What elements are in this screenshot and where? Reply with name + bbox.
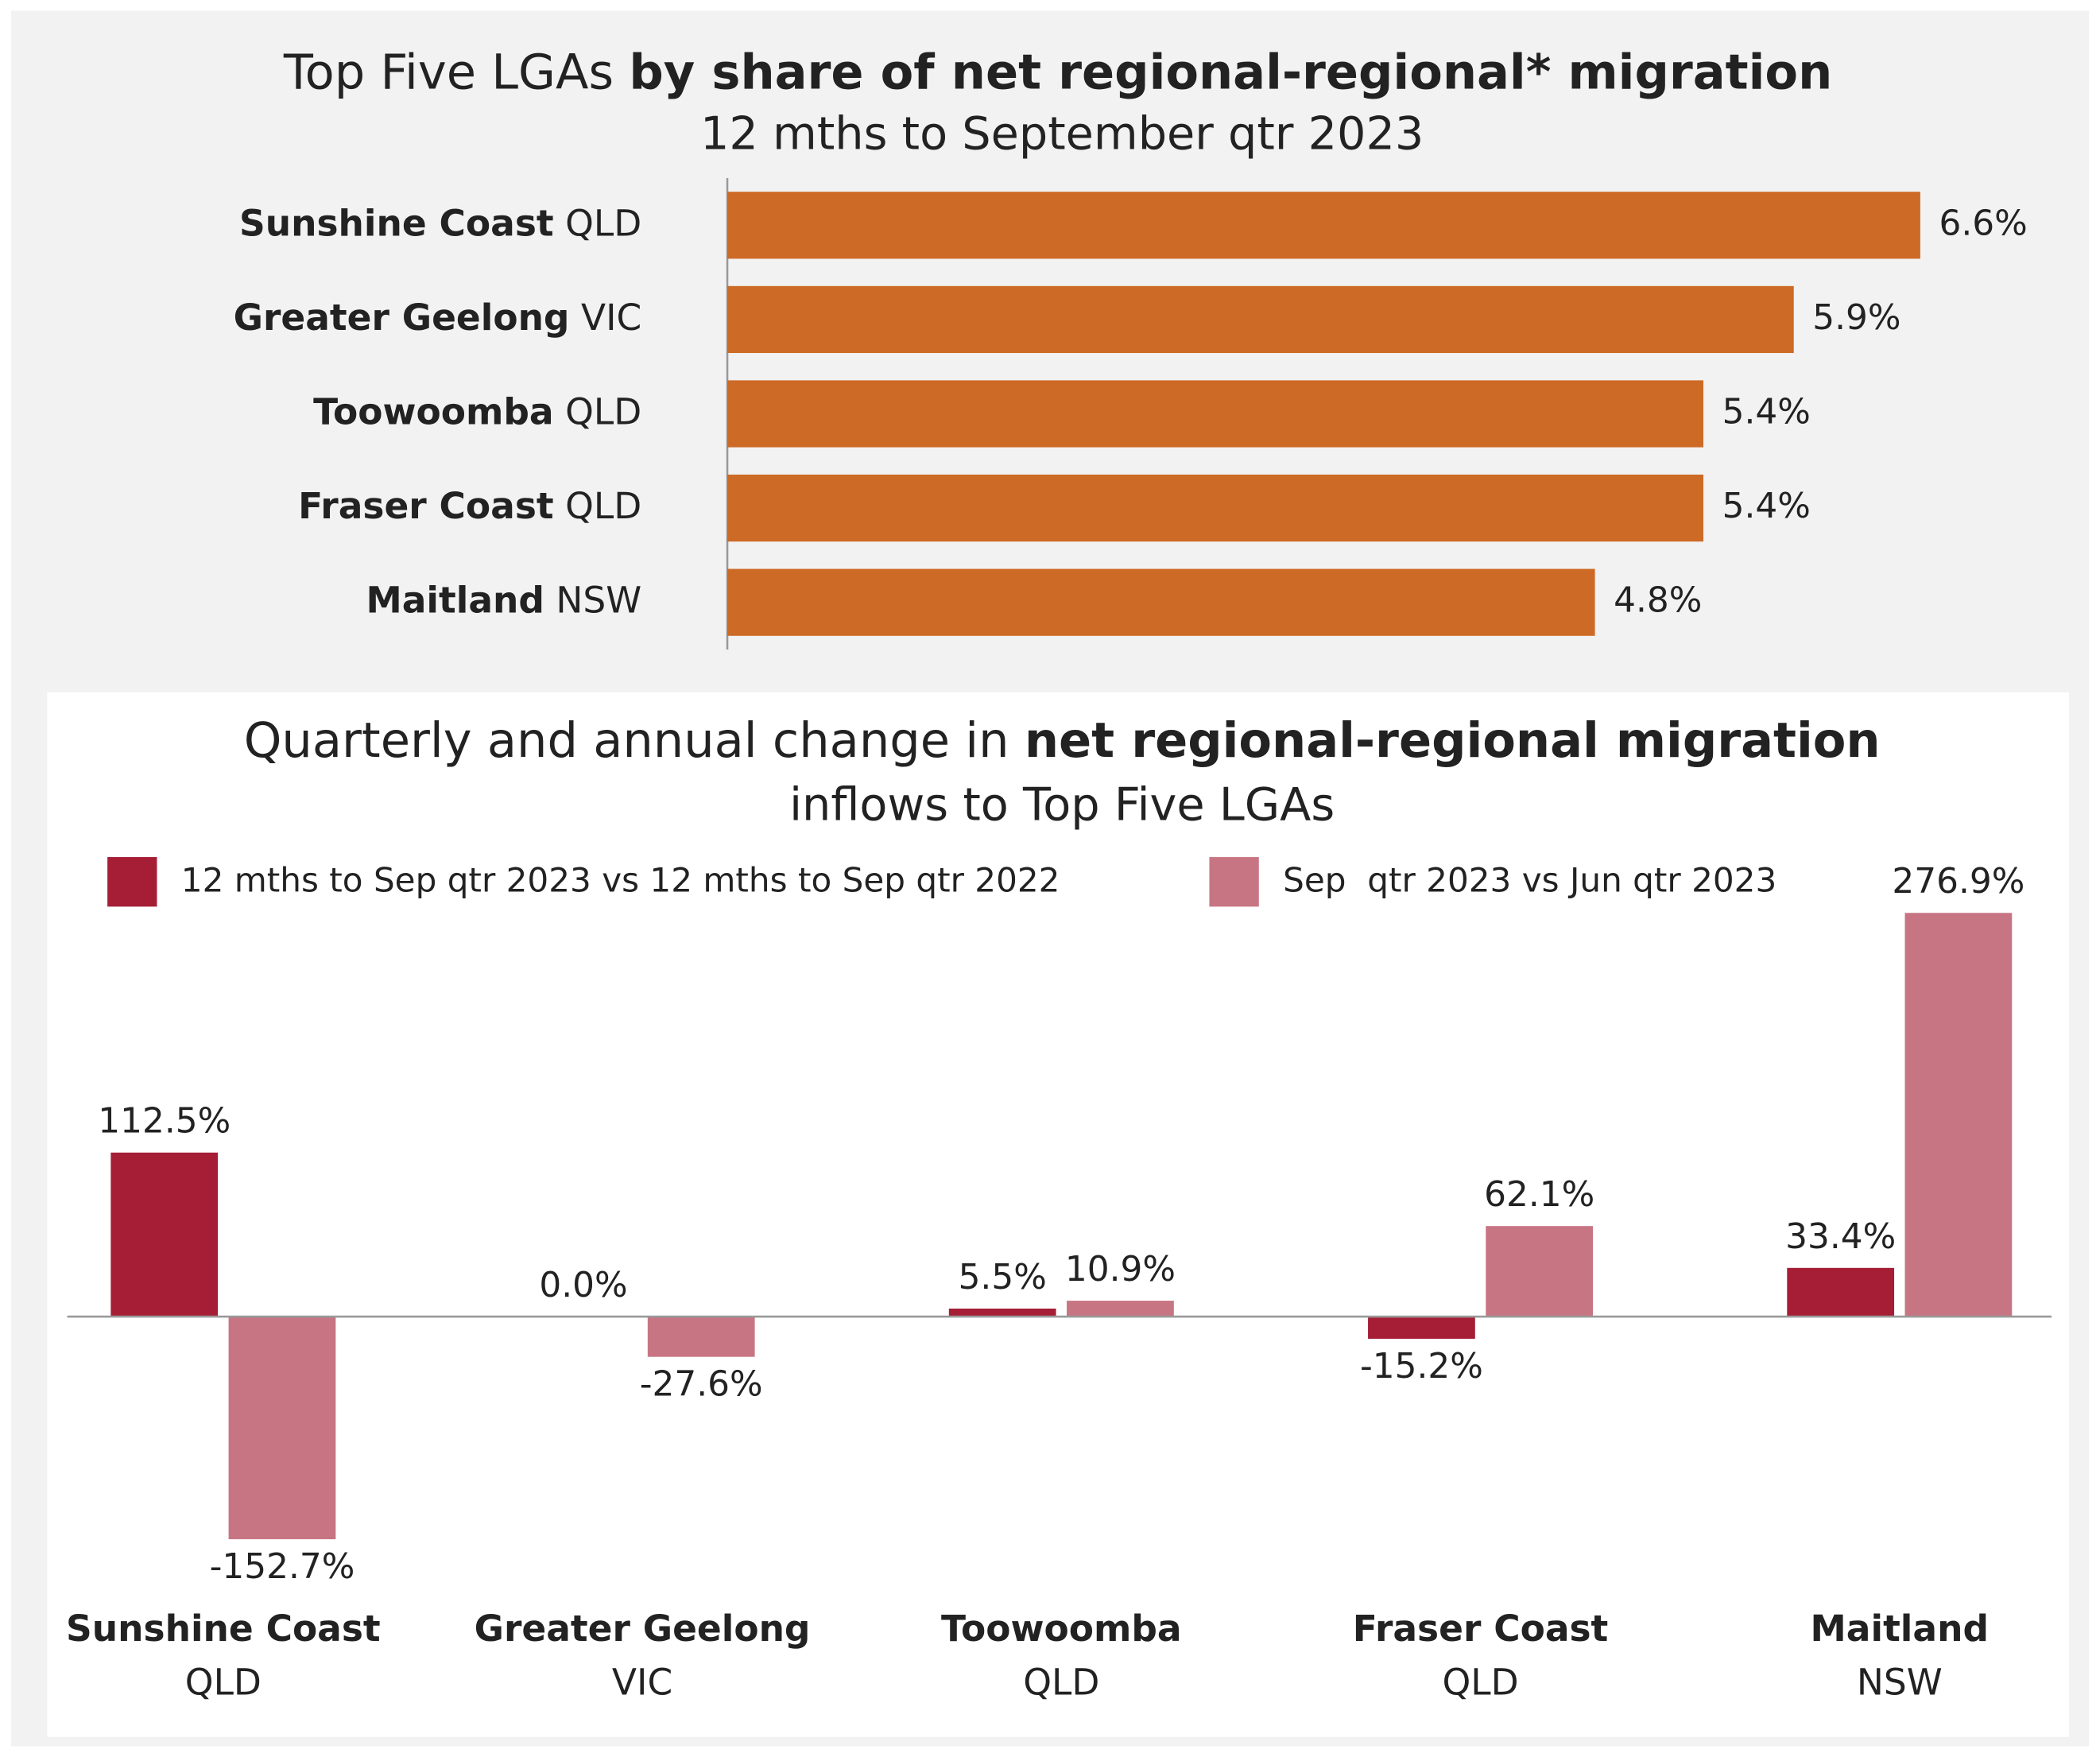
category-name: Fraser Coast xyxy=(1353,1608,1609,1650)
category-label: Fraser Coast QLD xyxy=(298,485,641,527)
bar xyxy=(1787,1267,1895,1317)
category-state: NSW xyxy=(1857,1662,1943,1704)
category-state: QLD xyxy=(1442,1662,1518,1704)
title-part: Top Five LGAs xyxy=(283,45,629,100)
chart-title: Quarterly and annual change in net regio… xyxy=(244,712,1881,768)
category-name: Fraser Coast xyxy=(298,485,554,527)
chart-subtitle: inflows to Top Five LGAs xyxy=(789,778,1335,831)
value-label: 5.4% xyxy=(1722,486,1811,526)
value-label: -15.2% xyxy=(1360,1346,1483,1387)
bar xyxy=(948,1308,1056,1317)
bar xyxy=(727,474,1704,542)
category-label: Sunshine Coast QLD xyxy=(239,202,641,244)
value-label: 276.9% xyxy=(1892,861,2024,902)
category-name: Maitland xyxy=(1811,1608,1989,1650)
category-state: QLD xyxy=(565,485,641,527)
value-label: 10.9% xyxy=(1065,1249,1176,1290)
legend-swatch xyxy=(1209,857,1259,907)
category-state: VIC xyxy=(581,296,641,338)
bar xyxy=(647,1317,755,1357)
value-label: 5.5% xyxy=(959,1257,1047,1297)
bar xyxy=(228,1317,336,1540)
title-part: by share of net regional-regional* migra… xyxy=(629,45,1832,100)
value-label: 5.4% xyxy=(1722,391,1811,432)
legend-swatch xyxy=(107,857,157,907)
chart-subtitle: 12 mths to September qtr 2023 xyxy=(700,107,1424,160)
panel xyxy=(47,692,2069,1737)
bar xyxy=(1904,913,2013,1317)
bar xyxy=(1067,1301,1174,1317)
category-state: VIC xyxy=(612,1662,672,1704)
category-name: Greater Geelong xyxy=(475,1608,811,1650)
category-label: Maitland NSW xyxy=(366,579,641,621)
value-label: 0.0% xyxy=(539,1265,627,1305)
category-label: Greater Geelong VIC xyxy=(234,296,642,338)
bar xyxy=(727,285,1794,354)
category-label: Toowoomba QLD xyxy=(313,390,641,432)
category-name: Sunshine Coast xyxy=(66,1608,381,1650)
category-name: Greater Geelong xyxy=(234,296,570,338)
category-state: QLD xyxy=(565,390,641,432)
category-name: Maitland xyxy=(366,579,544,621)
category-state: QLD xyxy=(565,202,641,244)
category-state: QLD xyxy=(185,1662,262,1704)
category-state: QLD xyxy=(1023,1662,1099,1704)
value-label: 5.9% xyxy=(1812,297,1900,338)
bar xyxy=(727,568,1595,636)
legend-label: 12 mths to Sep qtr 2023 vs 12 mths to Se… xyxy=(181,861,1060,900)
value-label: 6.6% xyxy=(1939,203,2027,243)
title-part: net regional-regional migration xyxy=(1025,712,1881,768)
category-state: NSW xyxy=(556,579,641,621)
chart-title: Top Five LGAs by share of net regional-r… xyxy=(283,45,1832,100)
bar xyxy=(1368,1317,1475,1339)
value-label: -152.7% xyxy=(210,1546,355,1587)
value-label: 62.1% xyxy=(1484,1174,1594,1215)
bar xyxy=(110,1152,219,1317)
value-label: 33.4% xyxy=(1785,1216,1896,1257)
bar xyxy=(727,192,1920,259)
category-name: Toowoomba xyxy=(313,390,554,432)
bar xyxy=(727,380,1704,448)
category-name: Sunshine Coast xyxy=(239,202,554,244)
category-name: Toowoomba xyxy=(941,1608,1182,1650)
bar xyxy=(1486,1226,1594,1317)
value-label: 112.5% xyxy=(98,1101,231,1142)
value-label: 4.8% xyxy=(1614,580,1702,621)
legend-label: Sep qtr 2023 vs Jun qtr 2023 xyxy=(1283,861,1776,900)
title-part: Quarterly and annual change in xyxy=(244,712,1025,768)
value-label: -27.6% xyxy=(640,1364,763,1405)
